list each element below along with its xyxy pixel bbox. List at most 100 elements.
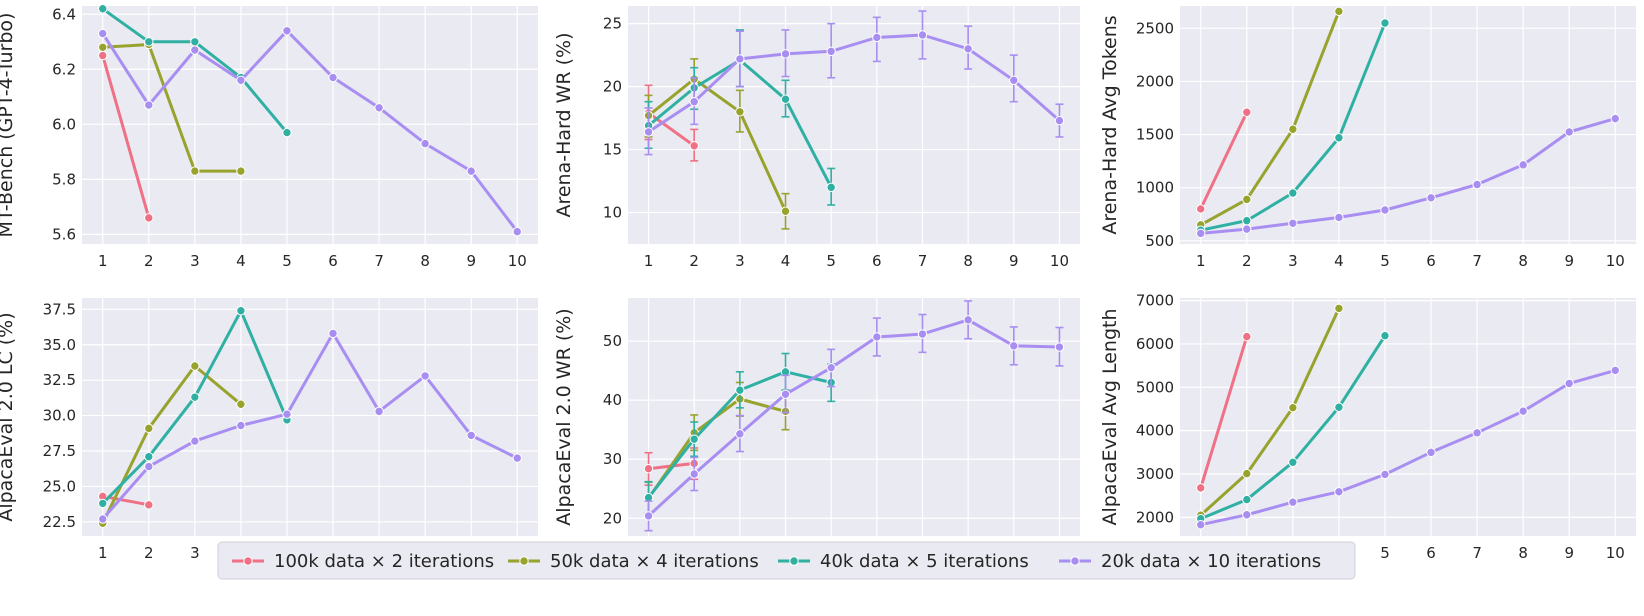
data-point [236, 75, 246, 85]
x-tick-labels: 1 2 3 4 5 6 7 8 9 10 [1196, 252, 1625, 270]
data-point [190, 436, 200, 446]
x-tick-label: 6 [1426, 544, 1436, 562]
y-axis-label: AlpacaEval Avg Length [1099, 308, 1121, 525]
data-point [1288, 124, 1298, 134]
data-point [917, 329, 928, 339]
y-tick-label: 10 [603, 204, 622, 222]
legend-item-4: 20k data × 10 iterations [1059, 551, 1321, 572]
plot-background [1180, 6, 1636, 244]
data-point [872, 332, 882, 342]
data-point [735, 107, 745, 117]
series-line [647, 33, 1061, 134]
series-group [1196, 6, 1620, 239]
data-point [236, 420, 246, 431]
data-point [466, 166, 476, 176]
data-point [190, 37, 200, 47]
data-point [826, 362, 836, 373]
y-axis-label: Arena-Hard Avg Tokens [1099, 15, 1121, 234]
data-point [780, 49, 791, 59]
chart-panel-6: 12345678910200030004000500060007000Alpac… [1099, 292, 1636, 562]
data-point [1610, 365, 1620, 376]
y-tick-labels: 500 1000 1500 2000 2500 [1136, 19, 1174, 250]
data-point [1242, 224, 1252, 234]
y-tick-label: 5.6 [52, 225, 76, 243]
data-point [144, 500, 154, 510]
series-line [647, 77, 787, 213]
x-tick-label: 5 [282, 252, 292, 270]
x-tick-label: 1 [644, 252, 654, 270]
legend-label: 100k data × 2 iterations [274, 551, 494, 572]
data-point [1380, 469, 1390, 480]
data-point [1288, 457, 1298, 468]
y-tick-label: 7000 [1136, 292, 1174, 310]
plot-background [82, 6, 538, 244]
data-point [98, 50, 108, 61]
y-tick-label: 32.5 [43, 371, 76, 389]
data-point [1242, 107, 1252, 117]
series-line [1199, 117, 1617, 235]
y-tick-label: 5000 [1136, 378, 1174, 396]
series-2 [98, 361, 246, 528]
y-tick-label: 6.2 [52, 60, 76, 78]
data-point [144, 423, 154, 434]
data-point [1334, 402, 1344, 412]
data-point [144, 451, 154, 462]
plot-background [628, 298, 1080, 536]
data-point [1009, 341, 1019, 351]
series-line [101, 29, 519, 234]
x-tick-label: 7 [1472, 544, 1482, 562]
data-point [1242, 494, 1252, 505]
data-point [1242, 331, 1252, 342]
data-point [689, 434, 699, 444]
data-point [780, 206, 791, 216]
data-point [1564, 127, 1574, 137]
data-point [963, 315, 973, 325]
y-tick-label: 6000 [1136, 335, 1174, 353]
data-point [144, 100, 154, 110]
x-tick-label: 5 [1380, 252, 1390, 270]
x-tick-label: 3 [735, 252, 745, 270]
y-tick-label: 40 [603, 391, 622, 409]
y-tick-label: 27.5 [43, 442, 76, 460]
data-point [643, 511, 654, 521]
x-tick-label: 8 [963, 252, 973, 270]
data-point [190, 361, 200, 371]
x-tick-label: 10 [1606, 252, 1625, 270]
series-3 [1196, 331, 1390, 524]
x-tick-label: 7 [918, 252, 928, 270]
data-point [1426, 193, 1436, 203]
legend-item-3: 40k data × 5 iterations [778, 551, 1029, 572]
data-point [1472, 428, 1482, 438]
data-point [236, 166, 246, 176]
y-tick-label: 30 [603, 450, 622, 468]
y-tick-label: 6.0 [52, 115, 76, 133]
data-point [466, 430, 476, 441]
data-point [1426, 447, 1436, 458]
x-tick-label: 6 [872, 252, 882, 270]
series-3 [1196, 18, 1390, 235]
y-tick-labels: 10 15 20 25 [603, 15, 622, 222]
data-point [1288, 402, 1298, 413]
data-point [872, 32, 882, 43]
chart-panel-1: 1 2 3 4 5 6 7 8 9 10 5.6 5.8 6.0 6.2 6.4 MT-Bench (GPT-… [0, 4, 538, 270]
series-4 [98, 328, 522, 524]
data-point [780, 389, 791, 399]
data-point [963, 44, 973, 54]
data-point [1054, 115, 1065, 126]
x-tick-label: 10 [1050, 252, 1069, 270]
data-point [1334, 212, 1344, 223]
legend-label: 40k data × 5 iterations [820, 551, 1029, 572]
data-point [282, 127, 292, 138]
data-point [917, 30, 928, 40]
chart-panel-2: 1 2 3 4 5 6 7 8 9 10 10 15 20 25 Arena-Hard WR (%) [553, 6, 1080, 270]
x-tick-label: 3 [1288, 252, 1298, 270]
y-tick-label: 5.8 [52, 170, 76, 188]
data-point [1380, 331, 1390, 341]
y-tick-label: 4000 [1136, 422, 1174, 440]
data-point [98, 514, 108, 524]
x-tick-label: 4 [1334, 252, 1344, 270]
y-axis-label: AlpacaEval 2.0 LC (%) [0, 312, 17, 521]
legend-item-1: 100k data × 2 iterations [232, 551, 494, 572]
data-point [1196, 520, 1206, 530]
